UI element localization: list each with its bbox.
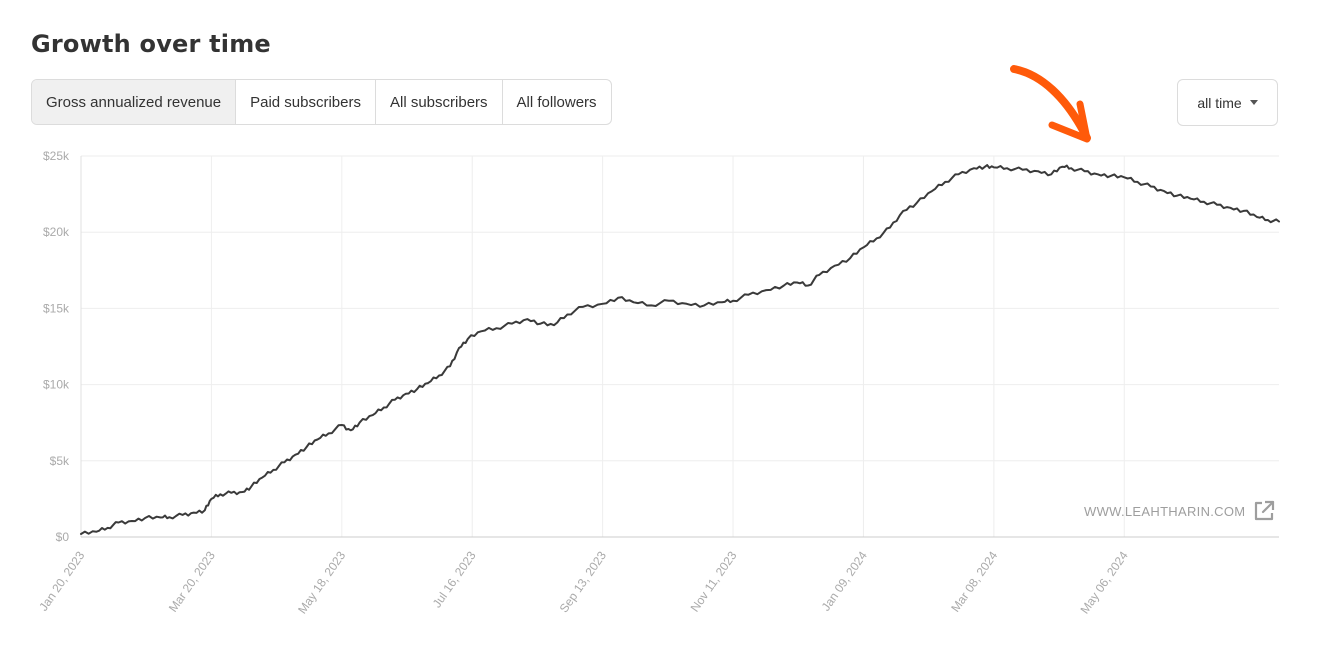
tab-all-followers[interactable]: All followers	[516, 93, 597, 111]
caret-down-icon	[1249, 100, 1258, 105]
x-tick-label: Jan 20, 2023	[36, 548, 87, 613]
watermark-text: WWW.LEAHTHARIN.COM	[1084, 503, 1246, 519]
x-tick-label: Mar 20, 2023	[166, 548, 218, 614]
series-layer	[80, 164, 1280, 535]
tab-gross-annualized-revenue[interactable]: Gross annualized revenue	[32, 80, 237, 124]
tab-all-subscribers[interactable]: All subscribers	[376, 80, 503, 124]
time-range-select[interactable]: all time	[1177, 79, 1278, 126]
revenue-series-line	[80, 164, 1280, 535]
metric-tabs: Gross annualized revenue Paid subscriber…	[31, 79, 612, 125]
x-tick-label: Nov 11, 2023	[688, 548, 740, 614]
x-tick-label: Sep 13, 2023	[557, 548, 610, 615]
y-tick-label: $25k	[43, 149, 70, 163]
y-tick-label: $5k	[50, 454, 70, 468]
x-tick-label: May 06, 2024	[1078, 548, 1131, 616]
x-tick-label: May 18, 2023	[295, 548, 348, 616]
y-tick-label: $15k	[43, 301, 70, 315]
y-tick-label: $10k	[43, 378, 70, 392]
y-tick-label: $0	[56, 530, 70, 544]
annotation-arrow-icon	[1010, 65, 1091, 142]
watermark-link[interactable]: WWW.LEAHTHARIN.COM	[1084, 500, 1275, 522]
page-title: Growth over time	[31, 30, 271, 58]
time-range-value: all time	[1197, 94, 1242, 111]
annotation	[1010, 65, 1091, 143]
x-tick-label: Jan 09, 2024	[819, 548, 870, 613]
x-tick-label: Mar 08, 2024	[948, 548, 1000, 614]
tab-paid-subscribers[interactable]: Paid subscribers	[236, 80, 376, 124]
external-link-icon	[1255, 500, 1275, 521]
grid	[80, 155, 1279, 538]
annotation-arrowhead-icon	[1048, 100, 1091, 143]
axes: $0 $5k $10k $15k $20k $25k Jan 20, 2023 Mar 20,…	[36, 149, 1279, 616]
y-tick-label: $20k	[43, 225, 70, 239]
x-tick-label: Jul 16, 2023	[430, 548, 479, 610]
